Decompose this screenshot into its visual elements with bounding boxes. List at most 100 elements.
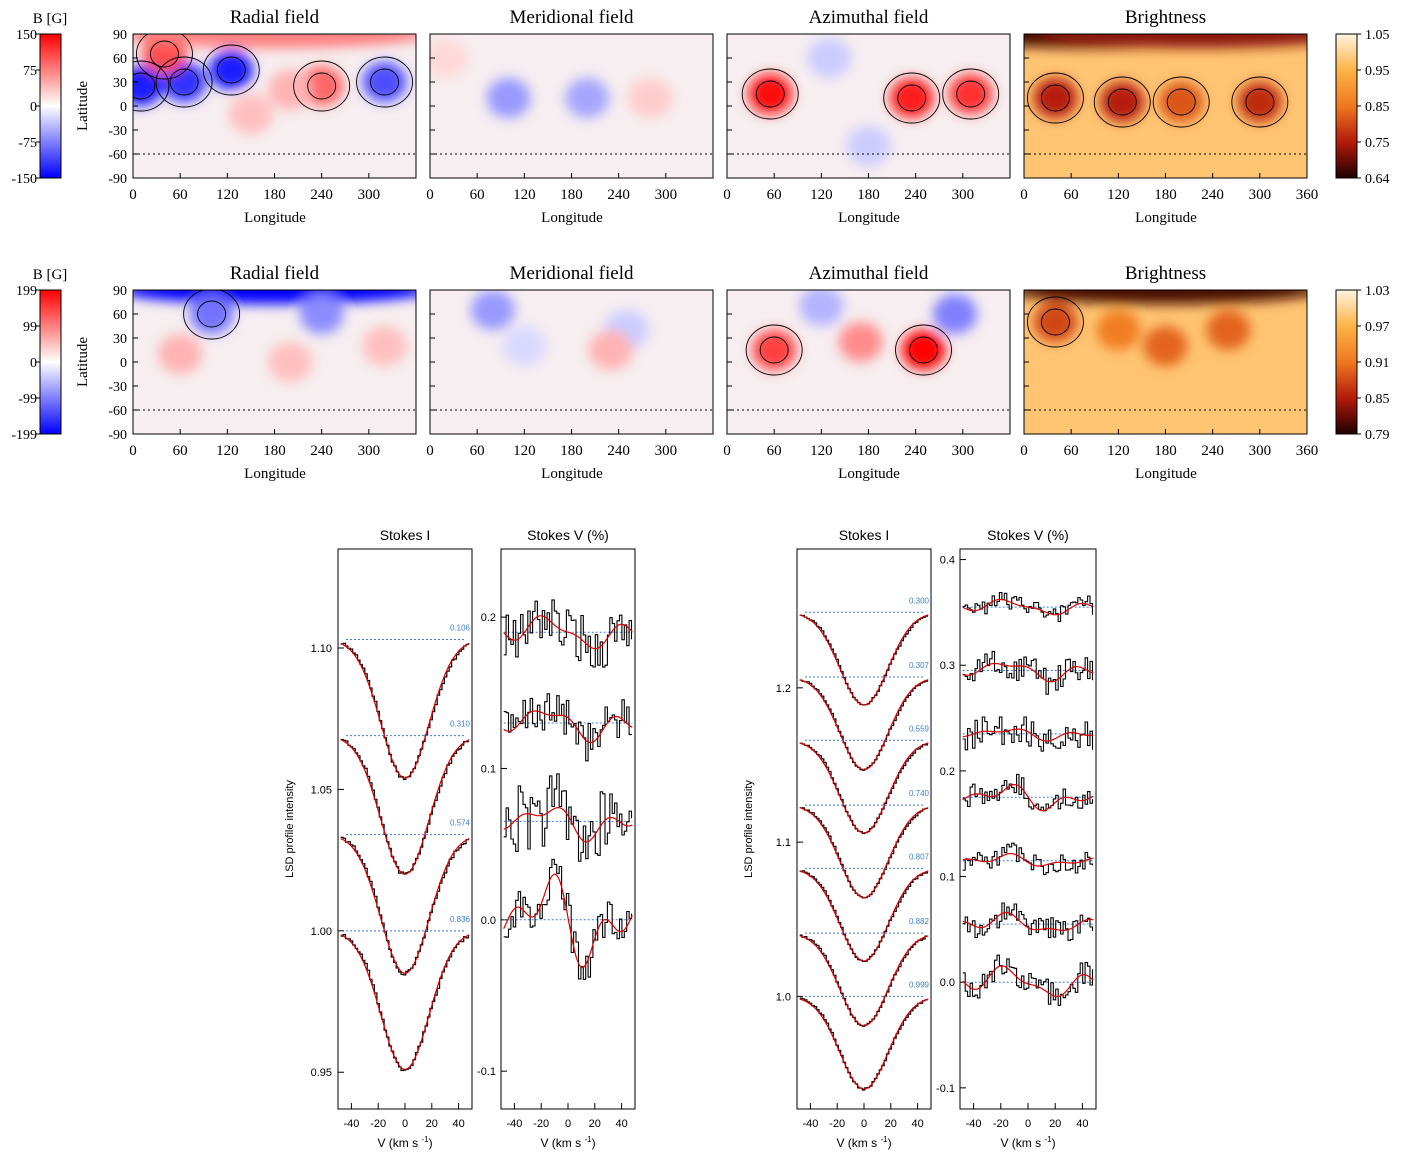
stokes-i-model (799, 614, 929, 706)
latitude-tick-label: 60 (113, 52, 127, 67)
map-feature (362, 326, 407, 366)
latitude-tick-label: -90 (108, 172, 127, 187)
stokes-i-xlabel: V (km s -1) (377, 1135, 432, 1150)
longitude-tick-label: 120 (810, 187, 833, 203)
map-contour (1231, 76, 1289, 128)
stokes-v-model (503, 873, 633, 969)
stokes-v-xtick-label: -20 (533, 1118, 549, 1130)
latitude-tick-label: 0 (120, 356, 127, 371)
stokes-i-model (799, 742, 929, 834)
map-contour (197, 300, 227, 328)
map-feature (838, 322, 883, 362)
longitude-tick-label: 240 (904, 443, 927, 459)
longitude-tick-label: 240 (310, 187, 333, 203)
stokes-v-observed (503, 693, 633, 762)
stokes-v-xtick-label: 0 (565, 1118, 571, 1130)
longitude-tick-label: 180 (560, 187, 583, 203)
stokes-i-observed (340, 642, 470, 780)
stokes-v-model (503, 710, 633, 744)
stokes-v-observed (503, 599, 633, 668)
map-panel-meridional-field: Meridional field 0 60 120 180 240 300 Longitude (426, 7, 714, 226)
longitude-tick-label: 180 (1154, 187, 1177, 203)
map-contour (136, 34, 193, 80)
map-contour (883, 72, 941, 124)
stokes-v-model (962, 911, 1094, 932)
map-contour (202, 44, 260, 96)
longitude-tick-label: 240 (310, 443, 333, 459)
map-panel-meridional-field: Meridional field 0 60 120 180 240 300 Longitude (426, 263, 714, 482)
phase-label: 0.999 (909, 980, 930, 989)
map-feature (846, 126, 891, 166)
stokes-v-model (503, 806, 633, 843)
map-title: Azimuthal field (809, 7, 929, 28)
stokes-v-model (962, 965, 1094, 998)
stokes-i-xlabel: V (km s -1) (836, 1135, 891, 1150)
map-feature (752, 330, 797, 370)
map-feature (430, 38, 468, 78)
colorbar-tick-label: 99 (23, 320, 37, 335)
axis-label-latitude: Latitude (75, 337, 91, 387)
stokes-v-observed (962, 902, 1094, 941)
longitude-tick-label: 60 (767, 443, 782, 459)
longitude-tick-label: 0 (129, 187, 137, 203)
map-contour (133, 72, 156, 100)
latitude-tick-label: -60 (108, 148, 127, 163)
longitude-tick-label: 120 (216, 443, 239, 459)
map-contour (370, 68, 400, 96)
map-contour (133, 60, 170, 112)
xlabel-superscript: -1 (880, 1135, 888, 1144)
axis-label-longitude: Longitude (541, 466, 603, 482)
map-contour (1107, 88, 1137, 116)
longitude-tick-label: 300 (655, 443, 678, 459)
latitude-tick-label: -30 (108, 380, 127, 395)
longitude-tick-label: 240 (1201, 443, 1224, 459)
map-feature (748, 74, 793, 114)
longitude-tick-label: 0 (723, 443, 731, 459)
map-feature (502, 326, 547, 366)
map-image (430, 290, 713, 434)
colorbar-label: B [G] (33, 11, 68, 27)
axis-label-longitude: Longitude (244, 466, 306, 482)
longitude-tick-label: 180 (1154, 443, 1177, 459)
map-contour (759, 336, 789, 364)
brightness-tick-label: 0.91 (1365, 356, 1390, 371)
map-panel-azimuthal-field: Azimuthal field 0 60 120 180 240 300 Longitude (723, 263, 1011, 482)
longitude-tick-label: 120 (810, 443, 833, 459)
map-row-2: B [G]199 99 0 -99 -199 1.03 0.97 0.91 0.85 0.79 La… (11, 263, 1389, 482)
stokes-v-panel: Stokes V (%) -0.1 0.0 0.1 0.2 0.3 0.4 -40 -20 0 20… (936, 527, 1097, 1150)
stokes-i-model (799, 679, 929, 771)
axis-label-longitude: Longitude (244, 210, 306, 226)
stokes-v-model (962, 783, 1094, 812)
phase-label: 0.882 (909, 917, 930, 926)
map-contour (956, 80, 986, 108)
map-contour (741, 68, 799, 120)
latitude-tick-label: 0 (120, 100, 127, 115)
colorbar-brightness (1335, 33, 1358, 179)
longitude-tick-label: 240 (607, 443, 630, 459)
brightness-tick-label: 0.95 (1365, 64, 1390, 79)
stokes-i-xtick-label: 40 (911, 1118, 923, 1130)
map-feature (1033, 302, 1078, 342)
map-title: Radial field (230, 7, 320, 28)
map-contour (1245, 88, 1275, 116)
stokes-i-ytick-label: 1.05 (311, 784, 332, 796)
phase-label: 0.310 (450, 720, 471, 729)
stokes-i-xtick-label: 20 (426, 1118, 438, 1130)
map-feature (1096, 310, 1141, 350)
stokes-i-frame (337, 548, 473, 1110)
longitude-tick-label: 120 (513, 187, 536, 203)
stokes-v-ytick-label: 0.0 (940, 977, 955, 989)
axis-label-longitude: Longitude (1135, 210, 1197, 226)
map-title: Meridional field (510, 263, 634, 284)
map-contour (897, 84, 927, 112)
map-title: Radial field (230, 263, 320, 284)
phase-label: 0.807 (909, 852, 930, 861)
stokes-i-ylabel: LSD profile intensity (284, 780, 296, 878)
stokes-i-ylabel: LSD profile intensity (743, 780, 755, 878)
stokes-v-model (962, 853, 1094, 867)
stokes-i-xtick-label: -40 (343, 1118, 359, 1130)
colorbar-tick-label: 75 (23, 64, 37, 79)
map-image (727, 290, 1010, 434)
longitude-tick-label: 300 (655, 187, 678, 203)
